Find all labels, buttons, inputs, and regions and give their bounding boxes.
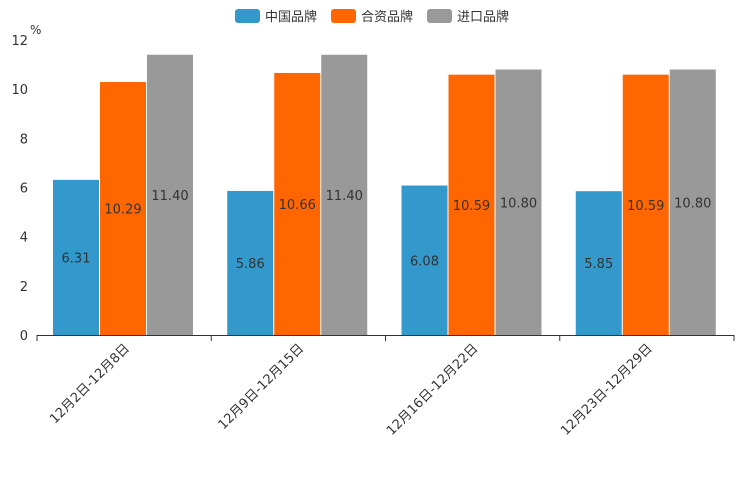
y-tick-label-12: 12 xyxy=(11,34,28,49)
y-tick-label-2: 2 xyxy=(20,280,28,295)
y-axis-ticks: 0 2 4 6 8 10 12 xyxy=(11,34,28,344)
data-label-series-3-cat-3: 10.80 xyxy=(500,196,537,211)
y-axis-unit-label: % xyxy=(30,23,41,37)
y-tick-label-4: 4 xyxy=(20,231,28,246)
bar-series-2-cat-2 xyxy=(274,72,321,336)
y-tick-label-6: 6 xyxy=(20,182,28,197)
data-label-series-3-cat-4: 10.80 xyxy=(674,196,711,211)
y-tick-label-10: 10 xyxy=(11,83,28,98)
data-label-series-2-cat-2: 10.66 xyxy=(279,198,316,213)
data-label-series-2-cat-3: 10.59 xyxy=(453,199,490,214)
bar-series-2-cat-4 xyxy=(622,74,669,335)
data-label-series-1-cat-4: 5.85 xyxy=(584,257,613,272)
data-label-series-1-cat-3: 6.08 xyxy=(410,254,439,269)
legend-label-1: 中国品牌 xyxy=(265,9,317,25)
bar-series-3-cat-3 xyxy=(495,69,542,335)
x-tick-label-4: 12月23日-12月29日 xyxy=(558,341,655,438)
data-label-series-1-cat-2: 5.86 xyxy=(236,257,265,272)
legend: 中国品牌 合资品牌 进口品牌 xyxy=(235,9,509,25)
data-label-series-3-cat-1: 11.40 xyxy=(151,189,188,204)
bar-series-1-cat-2 xyxy=(227,190,274,335)
bars xyxy=(53,54,716,336)
bar-series-1-cat-3 xyxy=(401,185,448,335)
bar-series-3-cat-1 xyxy=(147,54,193,335)
bar-series-2-cat-3 xyxy=(448,74,495,335)
data-label-series-2-cat-1: 10.29 xyxy=(104,203,141,218)
legend-swatch-2 xyxy=(331,9,356,23)
x-tick-label-3: 12月16日-12月22日 xyxy=(384,341,481,438)
data-label-series-1-cat-1: 6.31 xyxy=(62,251,91,266)
legend-swatch-1 xyxy=(235,9,260,23)
bar-series-1-cat-1 xyxy=(53,179,99,335)
x-tick-label-1: 12月2日-12月8日 xyxy=(47,341,133,427)
bar-series-2-cat-1 xyxy=(100,82,146,335)
legend-label-3: 进口品牌 xyxy=(457,9,509,25)
x-axis-ticks: 12月2日-12月8日 12月9日-12月15日 12月16日-12月22日 12月2… xyxy=(36,335,735,439)
bar-series-3-cat-2 xyxy=(321,54,368,335)
y-tick-label-0: 0 xyxy=(20,329,28,344)
legend-label-2: 合资品牌 xyxy=(361,9,413,25)
bar-series-1-cat-4 xyxy=(575,191,622,335)
data-label-series-3-cat-2: 11.40 xyxy=(326,189,363,204)
bar-series-3-cat-4 xyxy=(669,69,716,335)
legend-swatch-3 xyxy=(427,9,452,23)
data-label-series-2-cat-4: 10.59 xyxy=(627,199,664,214)
data-labels: 6.31 10.29 11.40 5.86 10.66 11.40 6.08 10.59 10.… xyxy=(62,189,712,272)
x-tick-label-2: 12月9日-12月15日 xyxy=(216,341,308,433)
y-tick-label-8: 8 xyxy=(20,132,28,147)
